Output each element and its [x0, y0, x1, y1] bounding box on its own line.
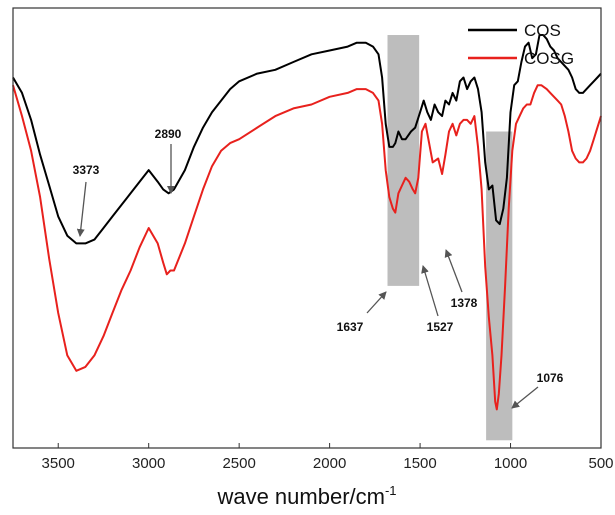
x-tick-label: 1000 — [494, 455, 527, 472]
shaded-regions — [387, 35, 513, 441]
x-tick-label: 2000 — [313, 455, 346, 472]
plot-frame — [12, 7, 602, 449]
annotation-label-1527: 1527 — [427, 320, 454, 334]
annotation-arrow-1378 — [444, 249, 463, 293]
x-axis-label: wave number/cm-1 — [216, 483, 396, 509]
x-tick-label: 1500 — [403, 455, 436, 472]
x-axis-ticks: 3500 3000 2500 2000 1500 1000 500 — [42, 443, 614, 472]
annotation-arrow-1076 — [511, 386, 539, 409]
annotation-arrow-3373 — [76, 181, 87, 237]
annotation-label-3373: 3373 — [73, 163, 100, 177]
annotation-arrow-1637 — [366, 291, 387, 314]
shaded-region-1 — [387, 35, 420, 286]
x-tick-label: 3500 — [42, 455, 75, 472]
legend-label-cosg: COSG — [524, 49, 574, 68]
x-tick-label: 500 — [588, 455, 613, 472]
x-axis-label-superscript: -1 — [385, 483, 397, 498]
legend: COS COSG — [468, 21, 574, 68]
annotation-label-1378: 1378 — [451, 296, 478, 310]
series-line-cosg — [12, 84, 602, 411]
series-lines — [12, 34, 602, 411]
annotation-label-1076: 1076 — [537, 371, 564, 385]
x-axis-label-text: wave number/cm — [216, 484, 385, 509]
x-tick-label: 3000 — [132, 455, 165, 472]
annotation-label-1637: 1637 — [337, 320, 364, 334]
legend-label-cos: COS — [524, 21, 561, 40]
peak-annotations: 3373 2890 1637 1527 1378 1076 — [73, 127, 564, 409]
annotation-arrow-1527 — [421, 265, 439, 317]
series-line-cos — [12, 34, 602, 245]
annotation-label-2890: 2890 — [155, 127, 182, 141]
x-tick-label: 2500 — [222, 455, 255, 472]
